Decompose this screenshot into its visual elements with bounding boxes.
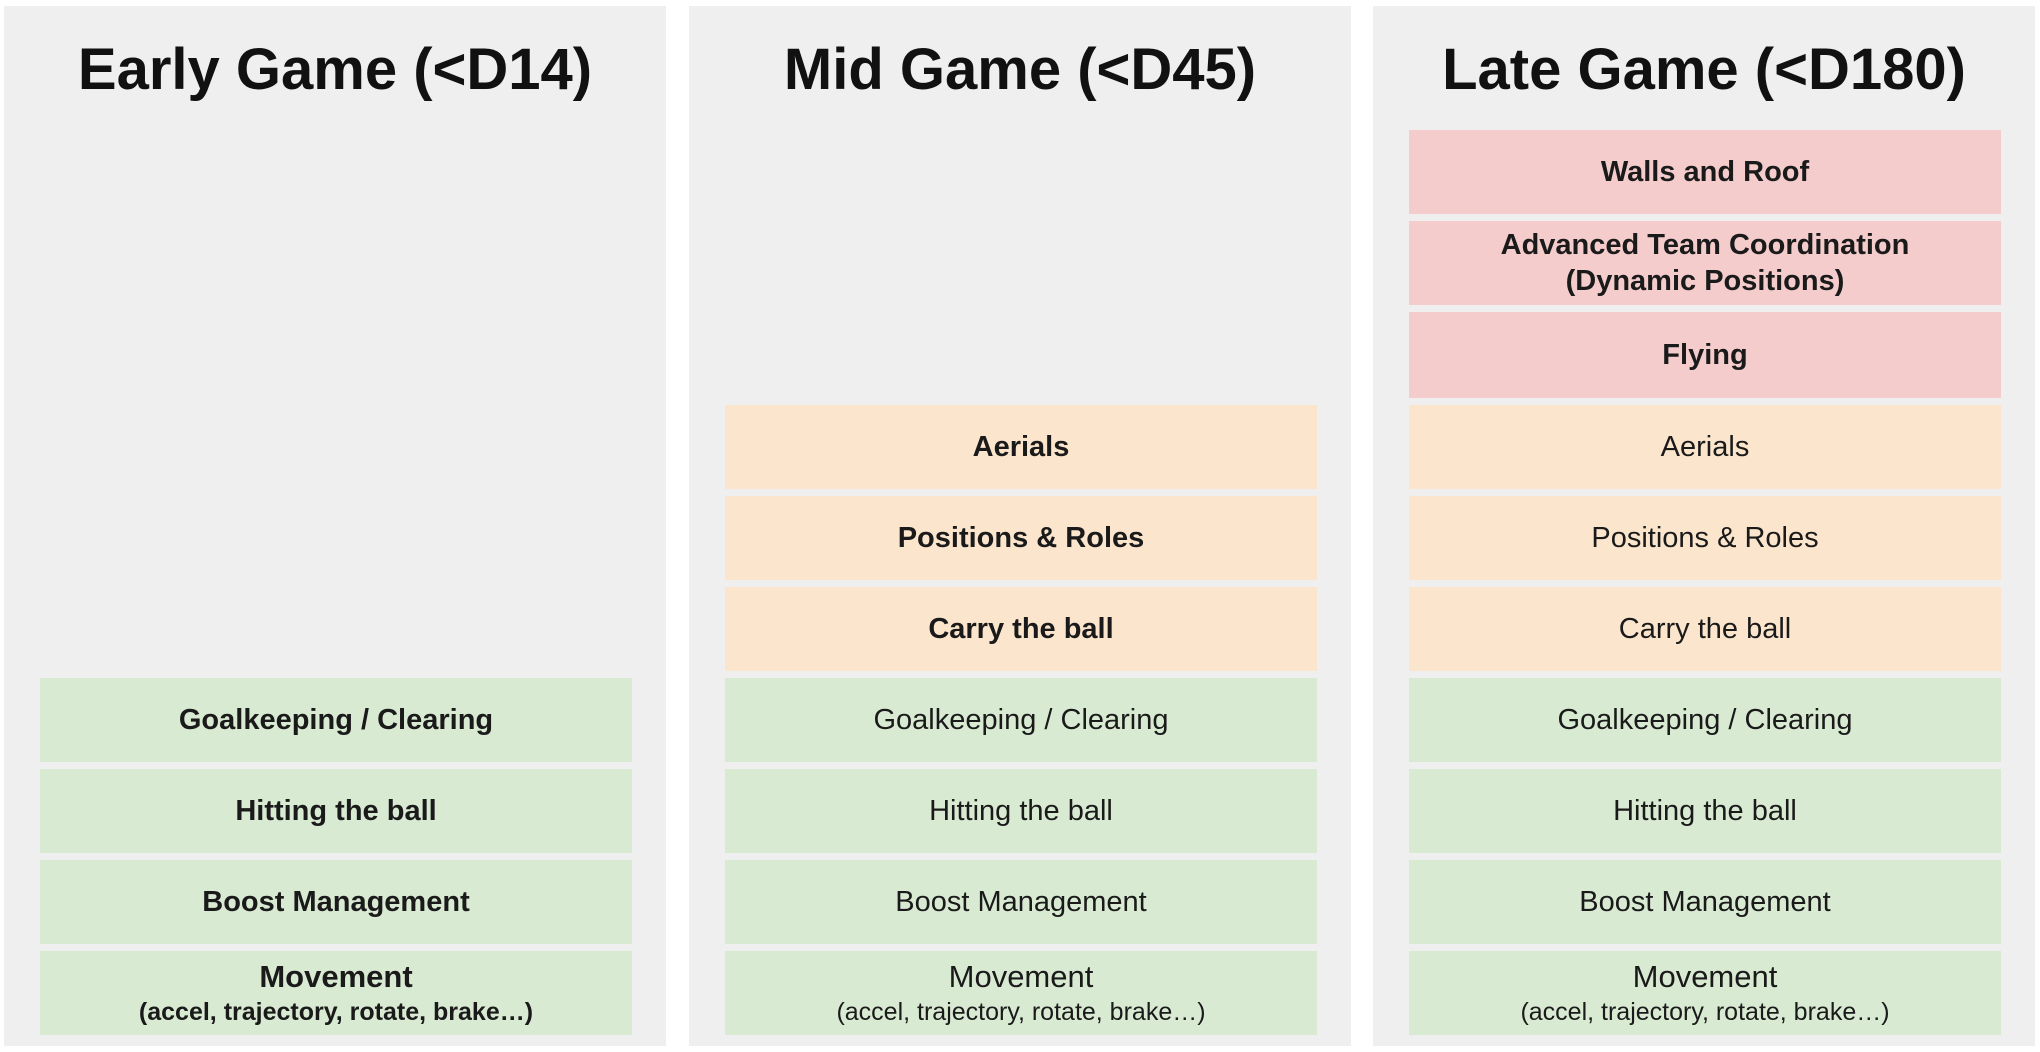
skill-block-goalkeeping: Goalkeeping / Clearing (1409, 678, 2001, 762)
skill-block-boost: Boost Management (1409, 860, 2001, 944)
skill-block-hitting: Hitting the ball (725, 769, 1317, 853)
mid-game-title: Mid Game (<D45) (783, 37, 1257, 102)
skill-label: Goalkeeping / Clearing (873, 704, 1169, 736)
skill-sublabel: (accel, trajectory, rotate, brake…) (1520, 998, 1890, 1026)
skill-block-aerials: Aerials (725, 405, 1317, 489)
skill-label: Aerials (972, 431, 1070, 463)
skill-label: Hitting the ball (1613, 795, 1797, 827)
late-game-title: Late Game (<D180) (1442, 37, 1966, 102)
skill-label: Positions & Roles (1591, 522, 1819, 554)
skill-block-movement: Movement (accel, trajectory, rotate, bra… (725, 951, 1317, 1035)
skill-label-line2: (Dynamic Positions) (1565, 265, 1845, 297)
skill-sublabel: (accel, trajectory, rotate, brake…) (138, 998, 534, 1026)
mid-game-panel: Mid Game (<D45) Aerials Positions & Role… (689, 6, 1351, 1046)
skill-label: Hitting the ball (929, 795, 1113, 827)
skill-label: Movement (259, 959, 413, 994)
skill-label: Movement (948, 959, 1094, 994)
skill-block-positions: Positions & Roles (1409, 496, 2001, 580)
skill-block-walls-roof: Walls and Roof (1409, 130, 2001, 214)
skill-block-carry: Carry the ball (1409, 587, 2001, 671)
late-game-panel: Late Game (<D180) Walls and Roof Advance… (1373, 6, 2035, 1046)
skill-label: Advanced Team Coordination (1500, 229, 1910, 261)
early-game-title: Early Game (<D14) (77, 37, 593, 102)
skill-block-movement: Movement (accel, trajectory, rotate, bra… (1409, 951, 2001, 1035)
early-game-panel: Early Game (<D14) Goalkeeping / Clearing… (4, 6, 666, 1046)
skill-label: Hitting the ball (235, 795, 437, 827)
skill-label: Walls and Roof (1600, 156, 1810, 188)
skill-block-goalkeeping: Goalkeeping / Clearing (40, 678, 632, 762)
skill-label: Flying (1662, 339, 1748, 371)
skill-label: Carry the ball (1618, 613, 1792, 645)
skill-block-positions: Positions & Roles (725, 496, 1317, 580)
skill-label: Boost Management (1579, 886, 1831, 918)
skill-block-boost: Boost Management (725, 860, 1317, 944)
skill-label: Movement (1632, 959, 1778, 994)
skill-label: Boost Management (895, 886, 1147, 918)
skill-block-hitting: Hitting the ball (40, 769, 632, 853)
skill-block-hitting: Hitting the ball (1409, 769, 2001, 853)
skill-label: Boost Management (202, 886, 470, 918)
skill-block-team-coordination: Advanced Team Coordination (Dynamic Posi… (1409, 221, 2001, 305)
skill-label: Aerials (1660, 431, 1750, 463)
skill-block-aerials: Aerials (1409, 405, 2001, 489)
skill-label: Carry the ball (928, 613, 1114, 645)
skill-label: Positions & Roles (897, 522, 1145, 554)
skill-block-movement: Movement (accel, trajectory, rotate, bra… (40, 951, 632, 1035)
skill-label: Goalkeeping / Clearing (1557, 704, 1853, 736)
skill-sublabel: (accel, trajectory, rotate, brake…) (836, 998, 1206, 1026)
skill-block-goalkeeping: Goalkeeping / Clearing (725, 678, 1317, 762)
skill-block-carry: Carry the ball (725, 587, 1317, 671)
skill-label: Goalkeeping / Clearing (178, 704, 494, 736)
skill-block-boost: Boost Management (40, 860, 632, 944)
skill-block-flying: Flying (1409, 312, 2001, 398)
